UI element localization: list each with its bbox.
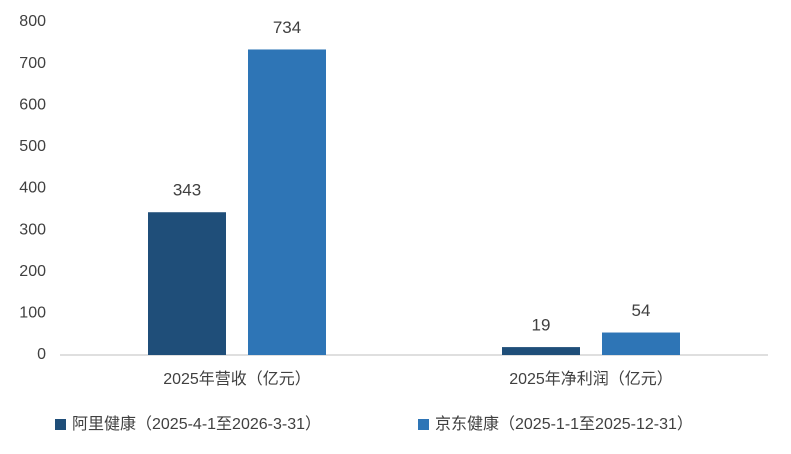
bar xyxy=(602,332,680,355)
legend-swatch xyxy=(418,419,429,430)
y-tick-label: 200 xyxy=(19,263,46,280)
y-tick-label: 400 xyxy=(19,180,46,197)
x-tick-label: 2025年净利润（亿元） xyxy=(509,370,673,388)
bar xyxy=(502,347,580,355)
data-label: 54 xyxy=(632,301,651,320)
y-tick-label: 300 xyxy=(19,221,46,238)
data-label: 734 xyxy=(273,18,301,37)
y-tick-label: 700 xyxy=(19,55,46,72)
legend-label: 京东健康（2025-1-1至2025-12-31） xyxy=(435,415,693,433)
x-tick-label: 2025年营收（亿元） xyxy=(163,370,311,388)
y-tick-label: 100 xyxy=(19,305,46,322)
y-tick-label: 800 xyxy=(19,13,46,30)
bar xyxy=(248,49,326,355)
y-tick-label: 0 xyxy=(37,346,46,363)
legend-label: 阿里健康（2025-4-1至2026-3-31） xyxy=(72,415,321,433)
y-tick-label: 600 xyxy=(19,96,46,113)
data-label: 343 xyxy=(173,181,201,200)
y-tick-label: 500 xyxy=(19,138,46,155)
data-label: 19 xyxy=(532,316,551,335)
bar xyxy=(148,212,226,355)
legend-swatch xyxy=(55,419,66,430)
